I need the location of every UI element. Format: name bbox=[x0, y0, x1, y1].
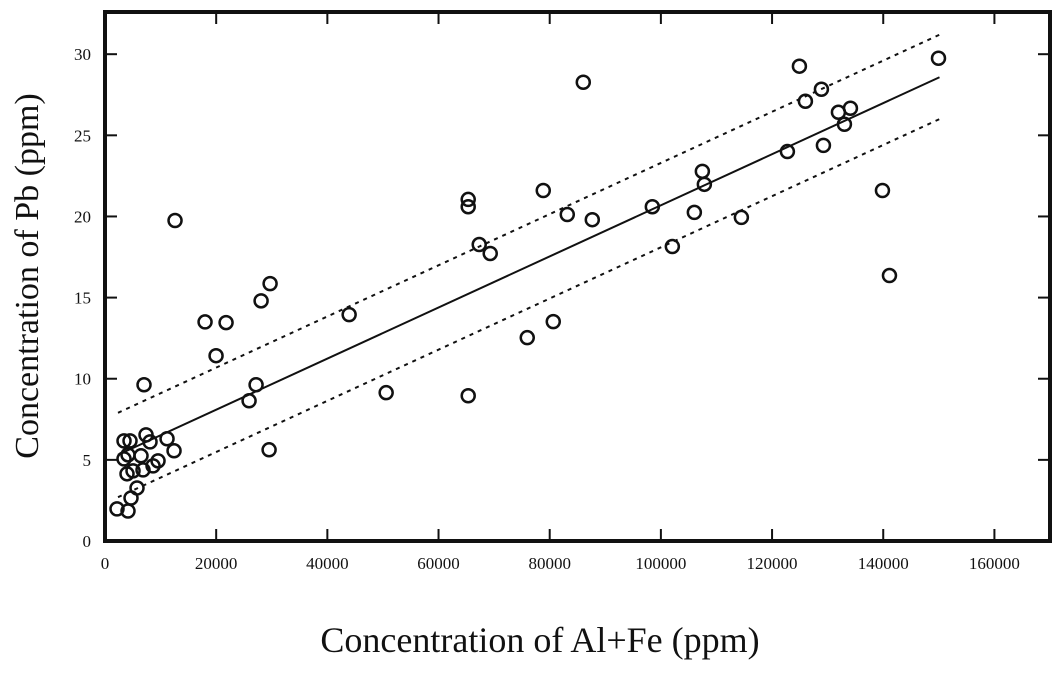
point bbox=[874, 182, 891, 199]
point bbox=[159, 431, 175, 447]
point bbox=[460, 198, 476, 215]
point bbox=[460, 388, 476, 404]
point bbox=[166, 443, 182, 459]
x-tick-label: 40000 bbox=[306, 554, 349, 573]
point bbox=[815, 137, 832, 154]
y-tick-label: 25 bbox=[74, 126, 91, 145]
point bbox=[842, 100, 859, 116]
plot-frame bbox=[103, 10, 1052, 543]
x-tick-label: 100000 bbox=[635, 554, 686, 573]
point bbox=[881, 267, 898, 284]
point bbox=[341, 306, 357, 323]
point bbox=[519, 329, 535, 346]
point bbox=[813, 81, 830, 97]
point bbox=[136, 376, 152, 393]
point bbox=[133, 448, 149, 464]
fit-line bbox=[117, 33, 940, 414]
point bbox=[218, 314, 234, 331]
point bbox=[145, 458, 161, 474]
y-tick-label: 5 bbox=[83, 451, 92, 470]
point bbox=[253, 293, 269, 309]
point bbox=[545, 313, 562, 330]
x-tick-label: 140000 bbox=[858, 554, 909, 573]
y-tick-label: 30 bbox=[74, 45, 91, 64]
point bbox=[694, 163, 711, 180]
point bbox=[248, 376, 264, 393]
point bbox=[261, 442, 277, 458]
point bbox=[208, 347, 224, 364]
fit-line bbox=[117, 76, 940, 456]
point bbox=[584, 211, 601, 228]
point bbox=[109, 501, 125, 517]
point bbox=[167, 212, 183, 229]
point bbox=[150, 453, 166, 469]
point bbox=[262, 275, 278, 292]
y-axis-label: Concentration of Pb (ppm) bbox=[9, 93, 46, 458]
x-axis-label: Concentration of Al+Fe (ppm) bbox=[320, 620, 759, 660]
y-tick-label: 10 bbox=[74, 370, 91, 389]
point bbox=[241, 393, 257, 409]
point bbox=[575, 74, 592, 91]
point bbox=[125, 463, 141, 479]
point bbox=[122, 433, 138, 449]
point bbox=[460, 191, 476, 208]
point bbox=[797, 93, 814, 109]
point bbox=[644, 198, 661, 215]
point bbox=[129, 480, 145, 496]
point bbox=[471, 236, 487, 253]
point bbox=[930, 50, 947, 66]
point bbox=[559, 206, 576, 223]
x-tick-label: 120000 bbox=[747, 554, 798, 573]
x-tick-label: 0 bbox=[101, 554, 110, 573]
y-tick-label: 20 bbox=[74, 207, 91, 226]
point bbox=[378, 384, 394, 401]
y-tick-label: 15 bbox=[74, 289, 91, 308]
point bbox=[791, 58, 808, 74]
x-tick-label: 20000 bbox=[195, 554, 238, 573]
point bbox=[142, 434, 158, 450]
point bbox=[733, 209, 750, 226]
y-tick-label: 0 bbox=[83, 532, 92, 551]
x-tick-label: 80000 bbox=[528, 554, 571, 573]
fit-line bbox=[117, 118, 940, 499]
point bbox=[696, 176, 713, 193]
point bbox=[116, 433, 132, 449]
point bbox=[664, 238, 681, 255]
point bbox=[482, 245, 498, 262]
point bbox=[686, 204, 703, 221]
point bbox=[197, 314, 213, 330]
point bbox=[116, 451, 132, 467]
x-tick-label: 160000 bbox=[969, 554, 1020, 573]
point bbox=[779, 143, 796, 160]
x-tick-label: 60000 bbox=[417, 554, 460, 573]
point bbox=[535, 182, 552, 199]
point bbox=[836, 116, 853, 133]
